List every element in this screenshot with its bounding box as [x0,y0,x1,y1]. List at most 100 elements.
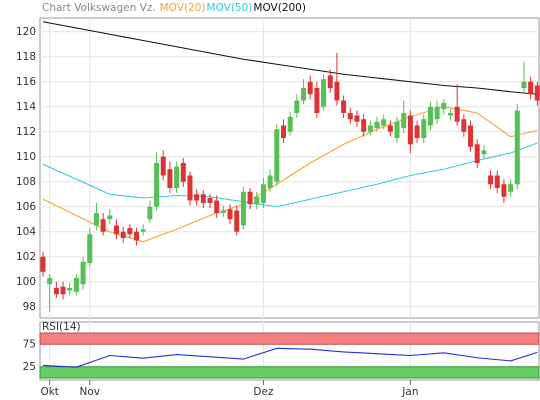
y-tick-label: 116 [16,76,36,88]
candle-body [347,113,353,120]
y-tick-label: 106 [16,201,36,213]
y-tick-label: 98 [23,301,36,313]
upper-band [39,332,540,345]
candle-body [307,81,313,95]
y-tick-label: 104 [16,226,36,238]
candle-body [174,166,180,188]
candle-body [267,175,273,188]
candle-body [421,119,427,138]
candle-body [207,198,213,203]
y-tick-label: 25 [23,361,36,373]
candle-body [100,219,106,232]
candle-body [73,278,79,292]
candle-body [134,231,140,241]
candle-body [294,100,300,113]
y-tick-label: 75 [23,338,36,350]
price-frame [39,17,540,319]
candle-body [454,106,460,122]
candle-body [468,125,474,147]
candle-body [154,163,160,207]
candle-body [214,200,220,213]
legend-entry: MOV(20) [160,2,206,14]
candle-body [240,191,246,226]
candle-body [414,125,420,138]
candle-body [80,261,86,285]
rsi-line [42,347,538,368]
candle-body [354,115,360,122]
candle-body [87,234,93,263]
candle-body [447,113,453,116]
candle-body [474,144,480,163]
candle-body [314,88,320,113]
candle-body [508,184,514,192]
y-tick-label: 118 [16,51,36,63]
candle-body [187,175,193,201]
candle-body [127,228,133,235]
candle-body [434,106,440,120]
candle-body [220,210,226,213]
panel-title: RSI(14) [42,321,81,333]
candle-body [394,121,400,138]
candle-body [200,194,206,203]
x-tick-label: Dez [253,386,274,398]
candle-body [40,256,46,272]
candle-body [321,79,327,107]
y-tick-label: 110 [16,151,36,163]
candle-body [361,119,367,132]
candle-body [147,206,153,220]
x-tick-label: Okt [40,386,58,398]
candle-body [254,196,260,205]
y-tick-label: 112 [16,126,36,138]
candle-body [194,194,200,201]
moving-average-line [42,142,538,208]
moving-average-line [42,21,538,95]
candle-body [234,210,240,232]
candle-body [381,119,387,126]
candle-body [528,81,534,95]
candle-body [494,175,500,188]
candle-body [514,110,520,185]
candle-body [334,81,340,101]
candle-body [227,209,233,220]
y-tick-label: 100 [16,276,36,288]
y-tick-label: 108 [16,176,36,188]
candle-body [501,184,507,197]
candle-body [47,278,53,285]
candle-body [260,184,266,203]
candle-body [93,213,99,226]
candle-body [401,113,407,128]
candle-body [113,225,119,235]
legend-entry: MOV(50) [207,2,253,14]
moving-average-line [42,106,538,243]
candle-body [53,288,59,295]
candle-body [287,116,293,132]
y-tick-label: 120 [16,26,36,38]
candle-body [327,75,333,88]
candle-body [167,169,173,188]
candle-body [341,100,347,113]
x-tick-label: Nov [80,386,101,398]
candle-body [180,163,186,182]
candle-body [301,88,307,101]
candle-body [534,85,540,101]
candle-body [247,191,253,205]
y-tick-label: 102 [16,251,36,263]
candle-body [481,150,487,155]
legend-entry: MOV(200) [253,2,306,14]
candle-body [387,125,393,132]
candle-body [60,286,66,295]
candle-body [374,121,380,128]
lower-band [39,366,540,379]
candle-body [274,129,280,182]
x-tick-label: Jan [401,386,418,398]
candle-body [140,229,146,232]
candle-body [427,106,433,126]
candle-body [488,175,494,185]
candle-body [461,119,467,132]
candle-body [160,156,166,176]
candle-body [407,115,413,145]
candle-body [367,125,373,132]
chart-title: Chart Volkswagen Vz. [42,2,156,14]
y-tick-label: 114 [16,101,36,113]
